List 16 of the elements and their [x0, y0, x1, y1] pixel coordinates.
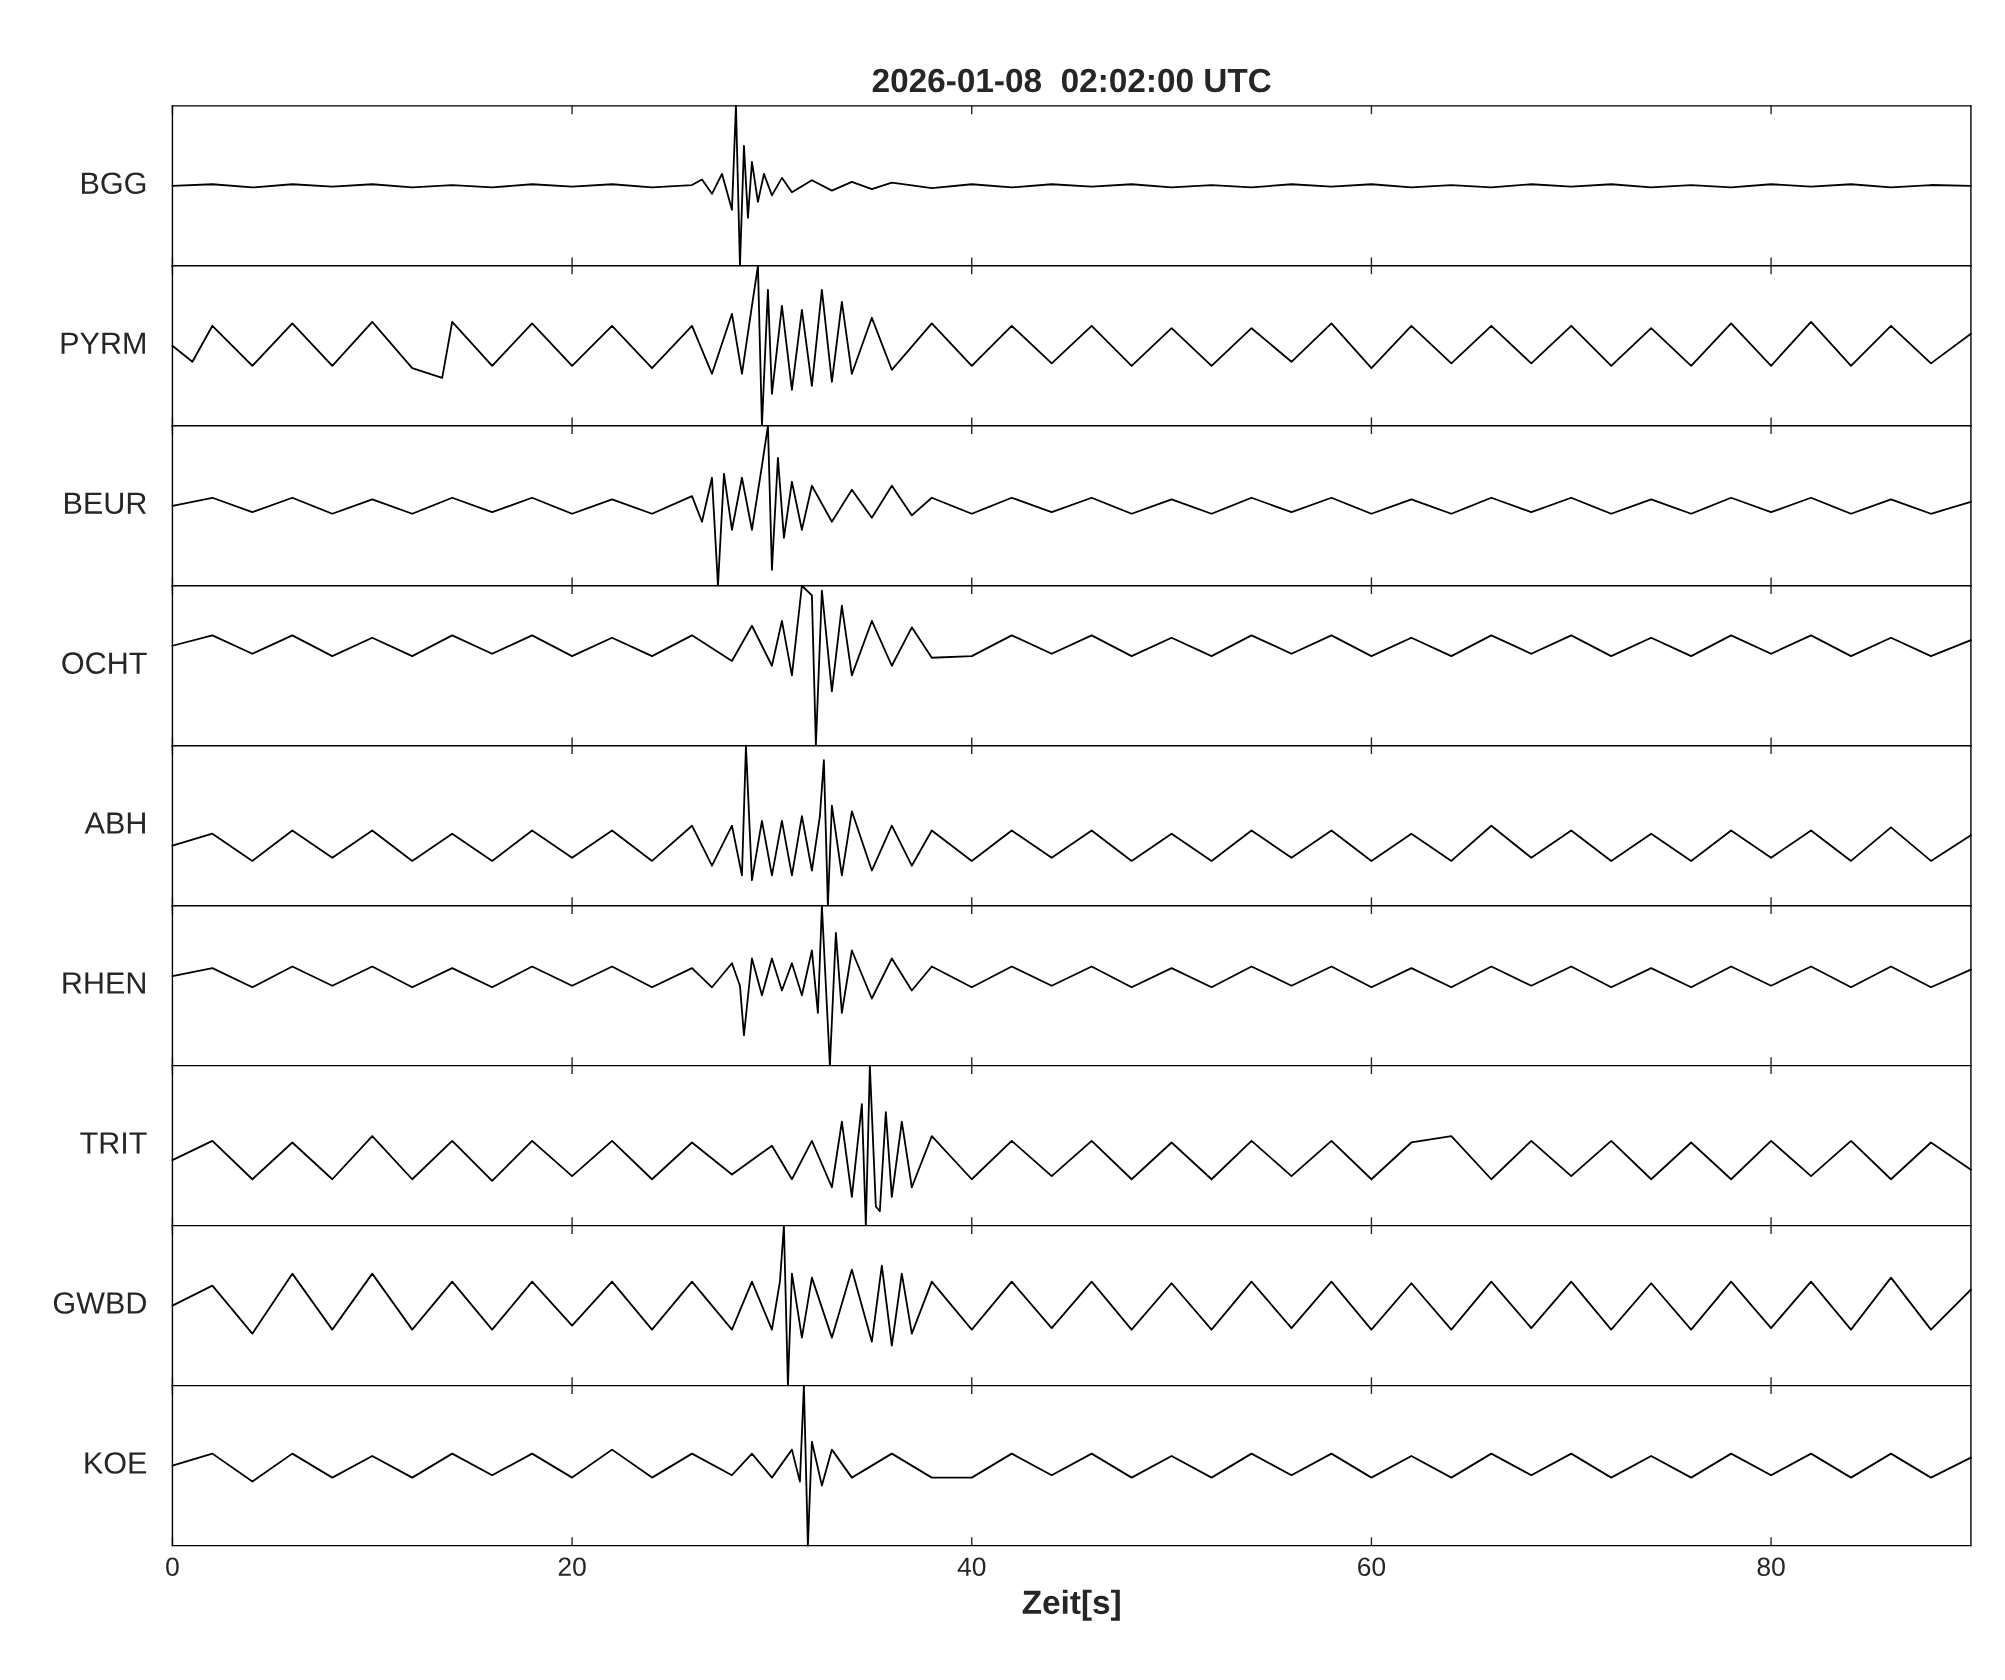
y-axis-title: PYRM [61, 332, 145, 354]
chart-title: 2026-01-08 02:02:00 UTC [872, 68, 1271, 93]
y-axis-title: GWBD [53, 1292, 146, 1314]
x-tick-label: 0 [166, 1557, 179, 1577]
y-axis-title: BEUR [65, 492, 147, 514]
x-axis-title: Zeit[s] [1022, 1589, 1120, 1621]
x-tick-label: 20 [558, 1557, 586, 1577]
y-axis-title: KOE [85, 1452, 147, 1474]
x-tick-label: 60 [1358, 1557, 1386, 1577]
y-axis-title: ABH [84, 812, 145, 834]
x-tick-label: 80 [1757, 1557, 1785, 1577]
y-axis-title: RHEN [63, 972, 145, 994]
y-axis-title: BGG [82, 172, 146, 195]
y-axis-title: TRIT [80, 1132, 147, 1154]
y-axis-title: OCHT [62, 652, 147, 674]
x-tick-label: 40 [957, 1557, 986, 1577]
